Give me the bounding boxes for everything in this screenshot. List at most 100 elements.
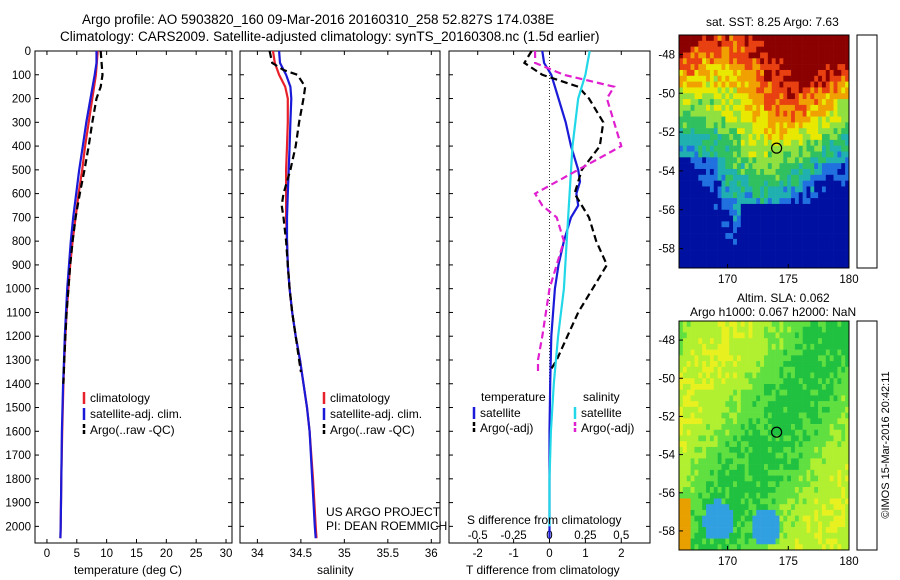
map-cell bbox=[690, 238, 695, 246]
map-cell bbox=[702, 383, 707, 390]
map-cell bbox=[744, 532, 749, 539]
map-cell bbox=[752, 174, 757, 181]
map-cell bbox=[845, 192, 850, 199]
map-cell bbox=[736, 458, 742, 465]
map-cell bbox=[775, 452, 780, 459]
map-cell bbox=[744, 69, 749, 77]
map-cell bbox=[736, 75, 742, 82]
map-cell bbox=[791, 424, 796, 431]
map-cell bbox=[756, 122, 761, 129]
map-cell bbox=[764, 321, 769, 328]
map-cell bbox=[694, 174, 699, 181]
map-cell bbox=[845, 418, 850, 425]
map-cell bbox=[709, 238, 715, 246]
map-cell bbox=[806, 544, 811, 551]
map-cell bbox=[752, 418, 757, 425]
map-cell bbox=[725, 326, 730, 333]
map-cell bbox=[775, 134, 780, 141]
map-cell bbox=[733, 504, 738, 511]
map-cell bbox=[845, 215, 850, 222]
map-cell bbox=[698, 504, 703, 511]
map-cell bbox=[713, 509, 718, 516]
map-cell bbox=[764, 544, 769, 551]
sal-xtick-label: 35 bbox=[338, 548, 351, 560]
map-cell bbox=[771, 383, 776, 390]
map-cell bbox=[775, 441, 780, 448]
map-cell bbox=[806, 435, 811, 442]
map-cell bbox=[798, 412, 803, 419]
map-cell bbox=[802, 221, 807, 228]
map-cell bbox=[748, 75, 753, 82]
map-cell bbox=[806, 469, 811, 476]
map-cell bbox=[725, 209, 730, 216]
map-cell bbox=[702, 93, 707, 100]
map-cell bbox=[706, 481, 711, 488]
map-cell bbox=[682, 361, 688, 368]
map-cell bbox=[841, 116, 846, 123]
map-cell bbox=[821, 87, 827, 94]
map-cell bbox=[709, 395, 715, 402]
map-cell bbox=[740, 198, 745, 205]
map-cell bbox=[748, 481, 753, 488]
map-cell bbox=[814, 99, 819, 106]
map-cell bbox=[764, 139, 769, 146]
map-cell bbox=[783, 338, 788, 345]
map-cell bbox=[767, 424, 773, 431]
map-cell bbox=[690, 64, 695, 71]
map-cell bbox=[802, 401, 807, 408]
map-cell bbox=[694, 168, 699, 176]
map-cell bbox=[733, 93, 738, 100]
map-cell bbox=[686, 504, 691, 511]
map-cell bbox=[706, 157, 711, 164]
map-cell bbox=[810, 145, 815, 152]
map-cell bbox=[717, 366, 722, 373]
map-cell bbox=[818, 134, 823, 141]
map-cell bbox=[779, 75, 784, 82]
map-cell bbox=[702, 52, 707, 59]
map-cell bbox=[764, 75, 769, 82]
map-cell bbox=[717, 527, 722, 534]
map-cell bbox=[752, 198, 757, 205]
map-cell bbox=[694, 326, 699, 333]
map-cell bbox=[736, 93, 742, 100]
map-cell bbox=[833, 326, 838, 333]
map-cell bbox=[802, 168, 807, 176]
map-cell bbox=[771, 163, 776, 170]
map-cell bbox=[748, 35, 753, 42]
map-cell bbox=[752, 401, 757, 408]
map-cell bbox=[736, 361, 742, 368]
map-cell bbox=[791, 401, 796, 408]
map-cell bbox=[748, 174, 753, 181]
map-cell bbox=[748, 326, 753, 333]
map-cell bbox=[690, 46, 695, 53]
map-cell bbox=[694, 383, 699, 390]
map-cell bbox=[814, 128, 819, 135]
map-cell bbox=[752, 515, 757, 522]
map-cell bbox=[794, 469, 800, 476]
map-cell bbox=[717, 355, 722, 362]
map-cell bbox=[702, 452, 707, 459]
map-cell bbox=[764, 349, 769, 356]
map-cell bbox=[690, 383, 695, 390]
map-cell bbox=[775, 361, 780, 368]
map-cell bbox=[802, 452, 807, 459]
map-cell bbox=[814, 544, 819, 551]
map-cell bbox=[802, 198, 807, 205]
map-cell bbox=[791, 221, 796, 228]
map-cell bbox=[771, 441, 776, 448]
map-cell bbox=[698, 452, 703, 459]
map-cell bbox=[752, 458, 757, 465]
map-cell bbox=[760, 446, 765, 453]
map-cell bbox=[825, 139, 830, 146]
map-cell bbox=[825, 157, 830, 164]
map-cell bbox=[694, 209, 699, 216]
map-cell bbox=[833, 58, 838, 65]
map-cell bbox=[713, 464, 718, 471]
map-cell bbox=[729, 157, 734, 164]
map-cell bbox=[706, 99, 711, 106]
map-cell bbox=[764, 372, 769, 379]
map-cell bbox=[698, 446, 703, 453]
map-cell bbox=[821, 458, 827, 465]
map-cell bbox=[702, 198, 707, 205]
map-cell bbox=[845, 343, 850, 350]
